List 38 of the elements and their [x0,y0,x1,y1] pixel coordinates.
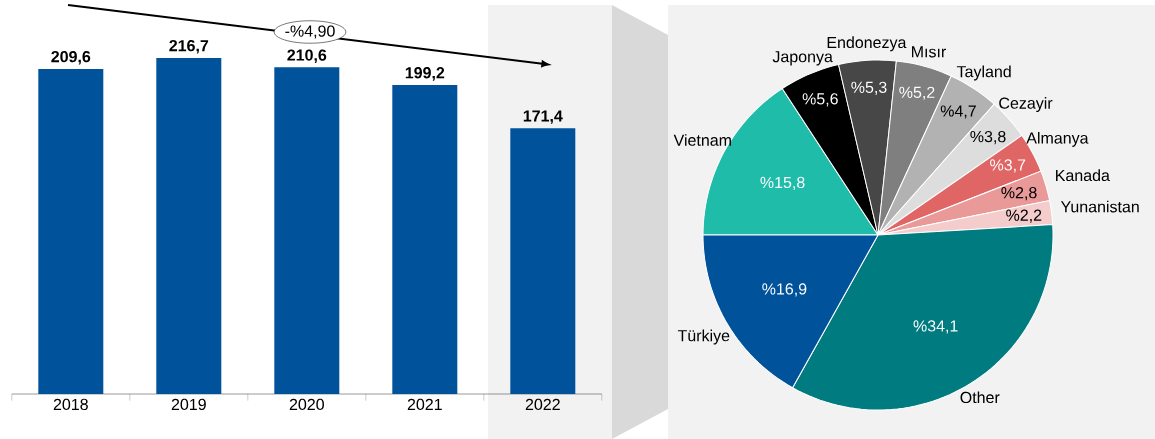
slice-label: Almanya [1026,131,1089,147]
bar [510,128,576,395]
data-label: 209,6 [51,50,91,65]
slice-label: Vietnam [673,134,731,146]
data-label: %5,2 [899,86,935,100]
data-label: %15,8 [760,176,805,190]
slice-label: Kanada [1056,169,1110,182]
data-label: %2,2 [1006,209,1042,223]
data-label: %5,6 [802,93,838,107]
data-label: %34,1 [913,320,958,334]
data-label: %5,3 [851,81,887,95]
data-label: %3,7 [990,159,1026,173]
slice-label: Türkiye [677,329,730,345]
slice-label: Yunanistan [1060,200,1139,213]
x-tick-label: 2021 [407,398,442,411]
bar [392,85,458,395]
text: -%4,90 [285,25,335,39]
data-label: 216,7 [169,39,209,54]
slice-label: Mısır [912,46,946,58]
x-tick-label: 2018 [53,398,88,411]
data-label: %16,9 [762,283,807,297]
x-tick-label: 2020 [289,398,324,411]
slice-label: Tayland [956,65,1011,81]
data-label: 199,2 [405,67,445,81]
bar [38,68,104,395]
bar [274,67,340,395]
slice-label: Cezayir [999,97,1053,112]
slice-label: Other [960,391,1000,404]
data-label: %2,8 [1001,186,1037,201]
slice-label: Endonezya [827,36,907,52]
data-label: %3,8 [970,130,1006,145]
x-tick-label: 2019 [171,398,206,411]
data-label: 171,4 [523,110,563,124]
data-label: %4,7 [940,105,976,119]
slice-label: Japonya [772,51,833,66]
bar [156,57,222,395]
x-tick-label: 2022 [525,398,560,411]
data-label: 210,6 [287,49,327,64]
